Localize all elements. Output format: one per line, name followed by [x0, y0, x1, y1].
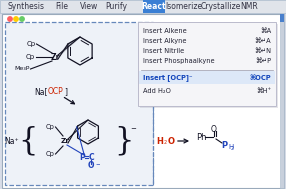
- Text: Insert Alkyne: Insert Alkyne: [143, 38, 186, 44]
- Circle shape: [14, 17, 18, 21]
- Text: Cp: Cp: [27, 41, 36, 47]
- Text: H: H: [228, 144, 233, 150]
- Bar: [138, 22, 276, 106]
- Text: Zr: Zr: [50, 53, 60, 61]
- Bar: [140, 24, 278, 108]
- Text: Purify: Purify: [105, 2, 127, 11]
- Polygon shape: [58, 37, 80, 57]
- Text: NMR: NMR: [240, 2, 258, 11]
- Circle shape: [20, 17, 24, 21]
- Circle shape: [8, 17, 12, 21]
- Text: ]: ]: [64, 88, 67, 97]
- Text: 2: 2: [164, 140, 167, 146]
- Text: H: H: [156, 136, 163, 146]
- Text: OCP: OCP: [48, 88, 64, 97]
- Text: {: {: [18, 125, 38, 156]
- Text: P: P: [221, 140, 227, 149]
- Text: }: }: [114, 125, 134, 156]
- Bar: [280, 14, 284, 22]
- Text: ⌘H⁺: ⌘H⁺: [256, 88, 271, 94]
- Text: O: O: [88, 161, 94, 170]
- Text: Add H₂O: Add H₂O: [143, 88, 171, 94]
- Text: ⌘↵A: ⌘↵A: [254, 38, 271, 44]
- Text: ⌘A: ⌘A: [260, 28, 271, 34]
- Bar: [143, 0, 165, 13]
- Text: Insert Alkene: Insert Alkene: [143, 28, 187, 34]
- Text: React: React: [142, 2, 166, 11]
- Text: Crystallize: Crystallize: [201, 2, 241, 11]
- Text: ⌘↵N: ⌘↵N: [254, 48, 271, 54]
- Text: Me₃P: Me₃P: [15, 67, 30, 71]
- Text: Insert [OCP]⁻: Insert [OCP]⁻: [143, 74, 192, 81]
- Text: Insert Nitrile: Insert Nitrile: [143, 48, 184, 54]
- Text: −: −: [95, 161, 100, 167]
- Text: Insert Phosphaalkyne: Insert Phosphaalkyne: [143, 58, 214, 64]
- Bar: [0, 0, 286, 13]
- Text: View: View: [80, 2, 98, 11]
- Text: Cp: Cp: [26, 54, 35, 60]
- Text: Synthesis: Synthesis: [8, 2, 45, 11]
- Text: Zr: Zr: [61, 138, 69, 144]
- Text: O: O: [168, 136, 175, 146]
- Text: 2: 2: [231, 146, 234, 152]
- Text: ⌘↵P: ⌘↵P: [255, 58, 271, 64]
- Text: P: P: [79, 153, 85, 161]
- Text: −: −: [130, 126, 136, 132]
- Text: Cp: Cp: [46, 124, 55, 130]
- Text: Cp: Cp: [46, 151, 55, 157]
- Bar: [139, 71, 275, 84]
- Text: C: C: [88, 153, 94, 161]
- Text: Ph: Ph: [196, 132, 206, 142]
- Bar: [280, 14, 284, 188]
- Bar: [5, 22, 153, 185]
- Text: Na⁺: Na⁺: [5, 136, 19, 146]
- Text: Na[: Na[: [35, 88, 48, 97]
- Text: File: File: [55, 2, 68, 11]
- Text: ⌘OCP: ⌘OCP: [249, 75, 271, 81]
- Text: O: O: [211, 125, 217, 133]
- Text: Isomerize: Isomerize: [165, 2, 202, 11]
